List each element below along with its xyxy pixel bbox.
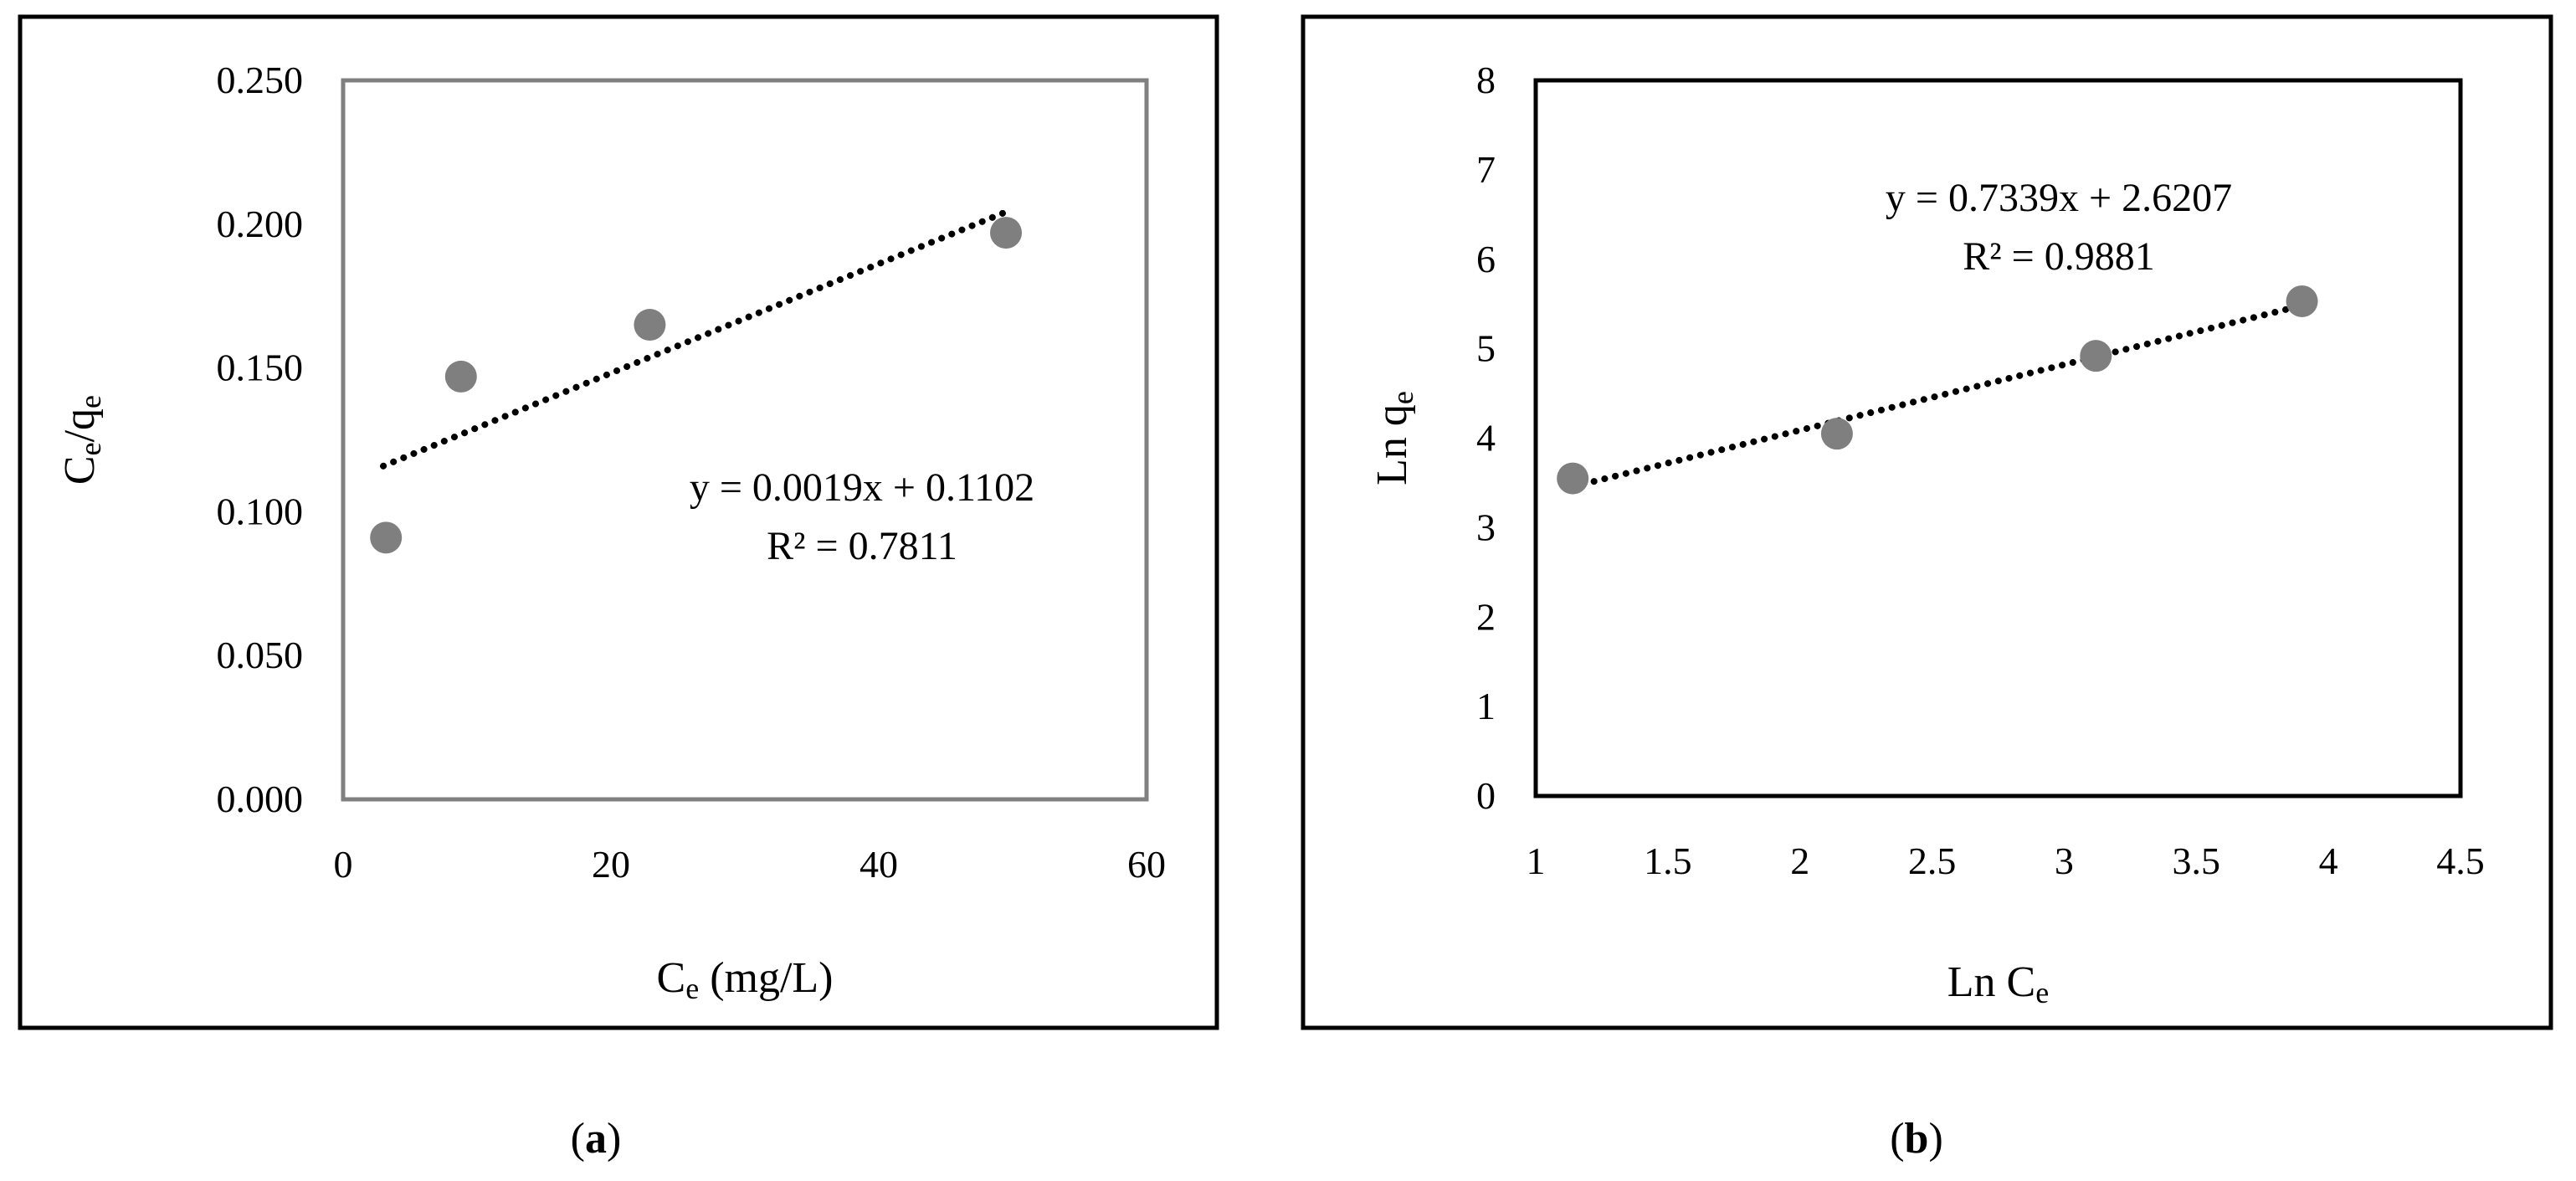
data-point — [990, 217, 1022, 249]
y-tick-label: 6 — [1476, 238, 1496, 280]
data-point — [2080, 340, 2112, 372]
y-tick-label: 8 — [1476, 59, 1496, 101]
y-tick-label: 0.200 — [217, 203, 304, 245]
y-tick-label: 0.050 — [217, 634, 304, 676]
x-tick-label: 60 — [1127, 843, 1166, 886]
x-tick-label: 2 — [1790, 840, 1809, 882]
y-tick-label: 1 — [1476, 685, 1496, 727]
y-tick-label: 0.000 — [217, 778, 304, 820]
x-axis-label: Ln Ce — [1947, 958, 2049, 1009]
trendline — [380, 208, 1009, 470]
x-tick-label: 1 — [1527, 840, 1546, 882]
x-tick-label: 20 — [592, 843, 630, 886]
x-tick-label: 3 — [2055, 840, 2074, 882]
data-point — [1820, 418, 1853, 450]
y-tick-label: 4 — [1476, 417, 1496, 460]
plot-area-border — [1533, 78, 2463, 798]
chart-panel-a: 0.000 0.050 0.100 0.150 0.200 0.250 0 20 40 60 Ce … — [18, 14, 1219, 1163]
y-tick-label: 2 — [1476, 595, 1496, 638]
x-tick-label: 2.5 — [1908, 840, 1957, 882]
data-point — [634, 309, 666, 341]
panel-frame — [18, 14, 1219, 1030]
y-tick-label: 5 — [1476, 327, 1496, 370]
data-point — [2286, 285, 2318, 317]
x-axis-label: Ce (mg/L) — [657, 954, 834, 1005]
data-point — [1557, 462, 1589, 495]
r-squared-label: R² = 0.9881 — [1963, 234, 2154, 279]
trendline-equation: y = 0.7339x + 2.6207 — [1886, 176, 2232, 220]
y-tick-label: 3 — [1476, 506, 1496, 548]
panel-frame — [1301, 14, 2553, 1030]
trendline-equation: y = 0.0019x + 0.1102 — [690, 465, 1034, 510]
panel-label: (a) — [571, 1115, 622, 1163]
y-tick-label: 0.250 — [217, 59, 304, 101]
y-tick-label: 0.100 — [217, 490, 304, 532]
y-axis-label: Ce/qe — [56, 395, 107, 485]
y-tick-label: 0 — [1476, 774, 1496, 817]
x-tick-label: 1.5 — [1644, 840, 1692, 882]
x-tick-label: 40 — [860, 843, 898, 886]
plot-area-border — [341, 78, 1149, 802]
y-tick-label: 0.150 — [217, 347, 304, 389]
panel-label: (b) — [1890, 1115, 1943, 1163]
data-point — [370, 521, 403, 554]
r-squared-label: R² = 0.7811 — [767, 524, 957, 568]
x-tick-label: 4 — [2319, 840, 2338, 882]
y-tick-label: 7 — [1476, 148, 1496, 191]
trendline — [1569, 302, 2306, 490]
x-tick-label: 4.5 — [2436, 840, 2485, 882]
x-tick-label: 3.5 — [2173, 840, 2221, 882]
data-point — [444, 360, 477, 393]
x-tick-label: 0 — [334, 843, 353, 886]
y-axis-label: Ln qe — [1368, 391, 1419, 485]
